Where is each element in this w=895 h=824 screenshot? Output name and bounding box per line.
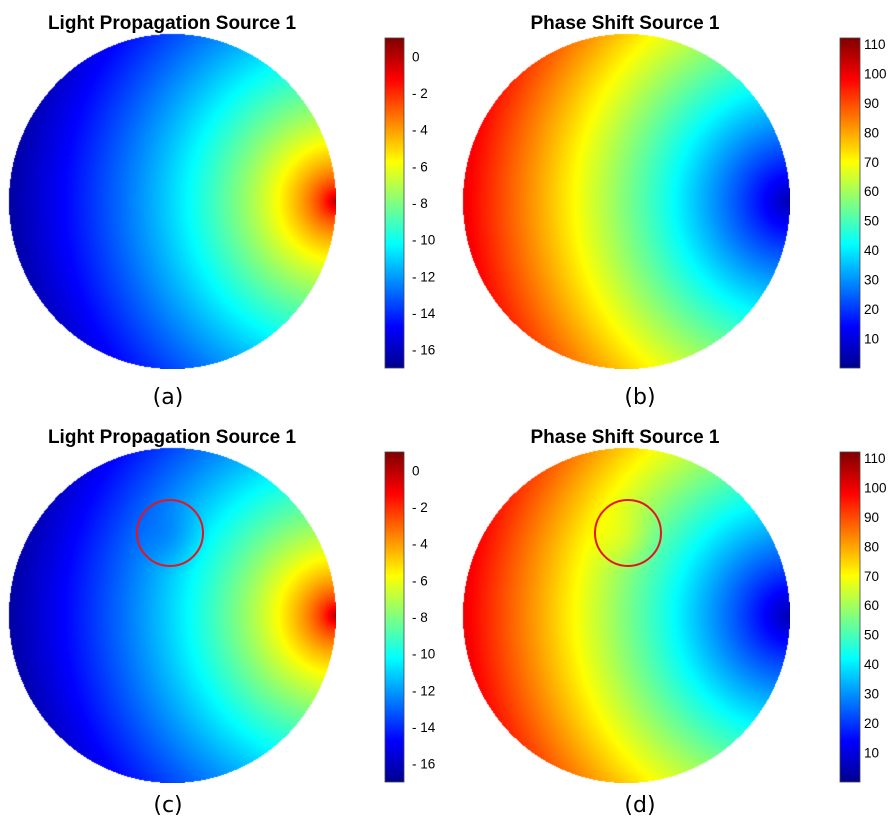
panel-d-colorbar-tick-label: 10 [864,746,879,761]
panel-c-colorbar-ticks: 0 - 2 - 4 - 6 - 8 - 10 - 12 - 14 - 16 [412,463,436,771]
panel-c-colorbar-tick-label: - 6 [412,573,428,588]
panel-d-colorbar-tick-label: 80 [864,539,879,554]
panel-c-heatmap [8,447,336,783]
panel-c-colorbar-tick-label: - 14 [412,720,436,735]
panel-b-colorbar-tick-label: 80 [864,125,879,140]
panel-a-colorbar-ticks: 0 - 2 - 4 - 6 - 8 - 10 - 12 - 14 - 16 [412,49,436,357]
panel-b-colorbar-tick-label: 110 [864,37,886,52]
panel-b-colorbar-tick-label: 20 [864,302,879,317]
panel-c-title: Light Propagation Source 1 [48,427,297,448]
panel-a-colorbar-tick-label: - 4 [412,123,428,138]
panel-d-label: (d) [624,793,655,818]
panel-d-anomaly-circle [594,499,662,567]
panel-d-colorbar-tick-label: 20 [864,716,879,731]
panel-c-colorbar-tick-label: - 10 [412,647,435,662]
panel-d-colorbar-tick-label: 100 [864,480,887,495]
panel-d-title: Phase Shift Source 1 [530,427,719,448]
panel-a-colorbar-tick-label: - 8 [412,196,428,211]
panel-c-colorbar-tick-label: - 8 [412,610,428,625]
panel-c-anomaly-circle [136,499,204,567]
panel-d: Phase Shift Source 1 110 100 90 80 70 60 50 40 3… [462,427,887,818]
panel-a-colorbar-tick-label: - 6 [412,159,428,174]
panel-d-colorbar-tick-label: 40 [864,657,879,672]
panel-b: Phase Shift Source 1 110 100 90 80 70 60 50 40 3… [462,13,887,410]
panel-d-colorbar-ticks: 110 100 90 80 70 60 50 40 30 20 10 [864,451,887,761]
panel-a-colorbar-tick-label: - 16 [412,343,435,358]
panel-b-colorbar-tick-label: 60 [864,184,879,199]
panel-c-colorbar-tick-label: - 4 [412,537,428,552]
panel-d-colorbar-tick-label: 60 [864,598,879,613]
panel-b-colorbar [839,37,861,369]
panel-c-colorbar-tick-label: 0 [412,463,420,478]
panel-b-heatmap [462,33,790,369]
panel-b-colorbar-ticks: 110 100 90 80 70 60 50 40 30 20 10 [864,37,887,347]
panel-b-colorbar-tick-label: 40 [864,243,879,258]
panel-a-colorbar-tick-label: - 14 [412,306,436,321]
panel-b-colorbar-tick-label: 90 [864,96,879,111]
panel-a-colorbar-tick-label: - 10 [412,233,435,248]
panel-c-colorbar-tick-label: - 16 [412,757,435,772]
panel-b-colorbar-tick-label: 70 [864,155,879,170]
panel-a: Light Propagation Source 1 0 - 2 - 4 - 6 - 8… [8,13,436,410]
panel-d-colorbar-tick-label: 50 [864,628,879,643]
panel-b-colorbar-tick-label: 10 [864,332,879,347]
panel-a-heatmap [8,33,336,369]
panel-a-title: Light Propagation Source 1 [48,13,297,34]
panel-a-colorbar-tick-label: 0 [412,49,420,64]
panel-c-colorbar [384,451,405,783]
panel-b-colorbar-tick-label: 30 [864,273,879,288]
panel-c: Light Propagation Source 1 0 - 2 - 4 - 6 - 8… [8,427,436,818]
panel-d-colorbar-tick-label: 30 [864,687,879,702]
panel-a-colorbar-tick-label: - 12 [412,269,435,284]
panel-b-label: (b) [624,385,655,410]
panel-c-colorbar-tick-label: - 2 [412,500,428,515]
panel-c-colorbar-tick-label: - 12 [412,683,435,698]
panel-a-colorbar-tick-label: - 2 [412,86,428,101]
panel-b-title: Phase Shift Source 1 [530,13,719,34]
panel-d-heatmap [462,447,790,783]
panel-d-colorbar-tick-label: 70 [864,569,879,584]
panel-d-colorbar [839,451,861,783]
panel-d-colorbar-tick-label: 110 [864,451,886,466]
panel-b-colorbar-tick-label: 50 [864,214,879,229]
panel-a-colorbar [384,37,405,369]
panel-c-label: (c) [153,793,182,818]
panel-b-colorbar-tick-label: 100 [864,66,887,81]
panel-a-label: (a) [153,385,184,410]
panel-d-colorbar-tick-label: 90 [864,510,879,525]
